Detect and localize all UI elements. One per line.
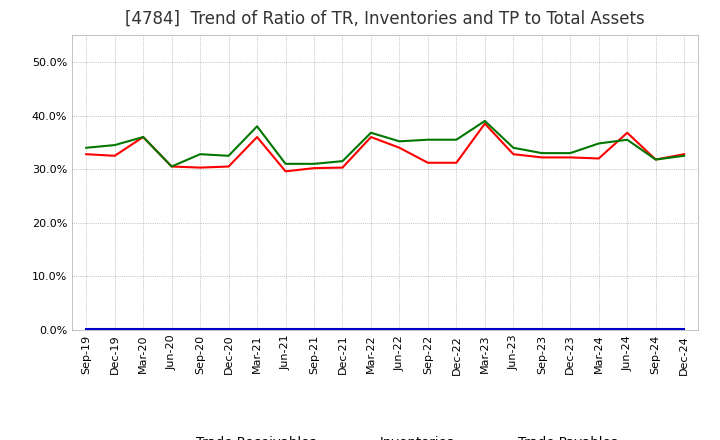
Inventories bbox=[282, 327, 290, 332]
Trade Receivables bbox=[509, 151, 518, 157]
Trade Receivables bbox=[452, 160, 461, 165]
Trade Receivables bbox=[623, 130, 631, 136]
Inventories bbox=[452, 327, 461, 332]
Trade Payables bbox=[139, 134, 148, 139]
Trade Payables bbox=[480, 118, 489, 124]
Trade Payables bbox=[680, 153, 688, 158]
Trade Receivables bbox=[253, 134, 261, 139]
Trade Payables bbox=[652, 157, 660, 162]
Inventories bbox=[623, 327, 631, 332]
Trade Payables bbox=[82, 145, 91, 150]
Inventories bbox=[680, 327, 688, 332]
Inventories bbox=[537, 327, 546, 332]
Inventories bbox=[167, 327, 176, 332]
Trade Receivables bbox=[566, 155, 575, 160]
Trade Payables bbox=[282, 161, 290, 166]
Trade Payables bbox=[167, 164, 176, 169]
Trade Receivables bbox=[310, 165, 318, 171]
Inventories bbox=[480, 327, 489, 332]
Title: [4784]  Trend of Ratio of TR, Inventories and TP to Total Assets: [4784] Trend of Ratio of TR, Inventories… bbox=[125, 10, 645, 28]
Trade Receivables bbox=[652, 157, 660, 162]
Inventories bbox=[110, 327, 119, 332]
Inventories bbox=[595, 327, 603, 332]
Inventories bbox=[225, 327, 233, 332]
Trade Receivables bbox=[196, 165, 204, 170]
Line: Trade Receivables: Trade Receivables bbox=[86, 124, 684, 171]
Inventories bbox=[139, 327, 148, 332]
Inventories bbox=[310, 327, 318, 332]
Trade Payables bbox=[452, 137, 461, 143]
Inventories bbox=[338, 327, 347, 332]
Inventories bbox=[196, 327, 204, 332]
Trade Payables bbox=[253, 124, 261, 129]
Inventories bbox=[566, 327, 575, 332]
Trade Receivables bbox=[110, 153, 119, 158]
Trade Payables bbox=[225, 153, 233, 158]
Trade Payables bbox=[537, 150, 546, 156]
Trade Receivables bbox=[366, 134, 375, 139]
Trade Receivables bbox=[282, 169, 290, 174]
Trade Receivables bbox=[595, 156, 603, 161]
Trade Payables bbox=[595, 141, 603, 146]
Trade Receivables bbox=[338, 165, 347, 170]
Trade Payables bbox=[566, 150, 575, 156]
Inventories bbox=[82, 327, 91, 332]
Trade Receivables bbox=[423, 160, 432, 165]
Inventories bbox=[509, 327, 518, 332]
Trade Receivables bbox=[82, 151, 91, 157]
Trade Receivables bbox=[395, 145, 404, 150]
Trade Payables bbox=[310, 161, 318, 166]
Inventories bbox=[253, 327, 261, 332]
Trade Payables bbox=[110, 143, 119, 148]
Trade Payables bbox=[509, 145, 518, 150]
Inventories bbox=[366, 327, 375, 332]
Trade Payables bbox=[366, 130, 375, 136]
Trade Payables bbox=[423, 137, 432, 143]
Line: Trade Payables: Trade Payables bbox=[86, 121, 684, 166]
Trade Payables bbox=[395, 139, 404, 144]
Trade Receivables bbox=[480, 121, 489, 126]
Inventories bbox=[652, 327, 660, 332]
Inventories bbox=[395, 327, 404, 332]
Trade Receivables bbox=[167, 164, 176, 169]
Trade Receivables bbox=[139, 134, 148, 139]
Trade Receivables bbox=[680, 151, 688, 157]
Trade Payables bbox=[338, 158, 347, 164]
Trade Payables bbox=[196, 151, 204, 157]
Trade Payables bbox=[623, 137, 631, 143]
Trade Receivables bbox=[225, 164, 233, 169]
Trade Receivables bbox=[537, 155, 546, 160]
Legend: Trade Receivables, Inventories, Trade Payables: Trade Receivables, Inventories, Trade Pa… bbox=[148, 431, 623, 440]
Inventories bbox=[423, 327, 432, 332]
